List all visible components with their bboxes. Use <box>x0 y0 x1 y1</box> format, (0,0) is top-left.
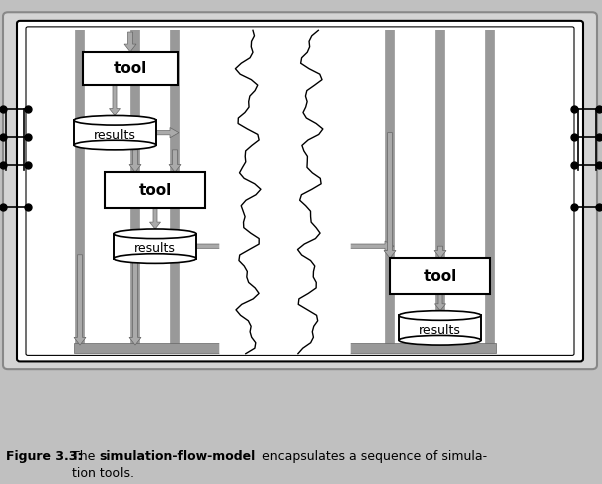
FancyBboxPatch shape <box>26 27 574 355</box>
Ellipse shape <box>114 254 196 263</box>
Text: Figure 3.3:: Figure 3.3: <box>6 450 82 463</box>
FancyArrow shape <box>196 241 394 251</box>
FancyArrow shape <box>110 85 120 116</box>
Text: tion tools.: tion tools. <box>72 467 134 480</box>
FancyArrow shape <box>74 255 86 345</box>
FancyArrow shape <box>156 127 179 138</box>
Bar <box>74 121 156 145</box>
FancyArrow shape <box>435 294 445 311</box>
Text: The: The <box>72 450 99 463</box>
FancyBboxPatch shape <box>3 12 597 369</box>
FancyArrow shape <box>384 133 396 258</box>
Polygon shape <box>297 30 350 354</box>
Ellipse shape <box>399 335 481 345</box>
Bar <box>74 343 496 353</box>
Polygon shape <box>235 30 323 354</box>
Text: results: results <box>419 324 461 337</box>
Polygon shape <box>220 30 261 354</box>
Ellipse shape <box>114 229 196 239</box>
Ellipse shape <box>399 311 481 320</box>
Text: simulation-flow-model: simulation-flow-model <box>99 450 256 463</box>
FancyArrow shape <box>129 150 141 172</box>
Ellipse shape <box>74 140 156 150</box>
Text: results: results <box>94 129 136 142</box>
Bar <box>74 121 156 145</box>
Bar <box>82 52 178 85</box>
Text: tool: tool <box>138 183 172 198</box>
FancyBboxPatch shape <box>17 21 583 362</box>
Bar <box>390 258 490 294</box>
Text: tool: tool <box>113 60 147 76</box>
Bar <box>114 234 196 258</box>
Text: encapsulates a sequence of simula-: encapsulates a sequence of simula- <box>262 450 487 463</box>
Bar <box>105 172 205 208</box>
FancyArrow shape <box>434 246 446 258</box>
Bar <box>399 316 481 340</box>
FancyArrow shape <box>169 150 181 172</box>
Bar <box>114 234 196 258</box>
Ellipse shape <box>74 116 156 125</box>
Text: results: results <box>134 242 176 255</box>
Bar <box>399 316 481 340</box>
FancyArrow shape <box>124 32 136 52</box>
FancyArrow shape <box>149 208 161 229</box>
FancyArrow shape <box>129 255 141 345</box>
Text: tool: tool <box>423 269 457 284</box>
